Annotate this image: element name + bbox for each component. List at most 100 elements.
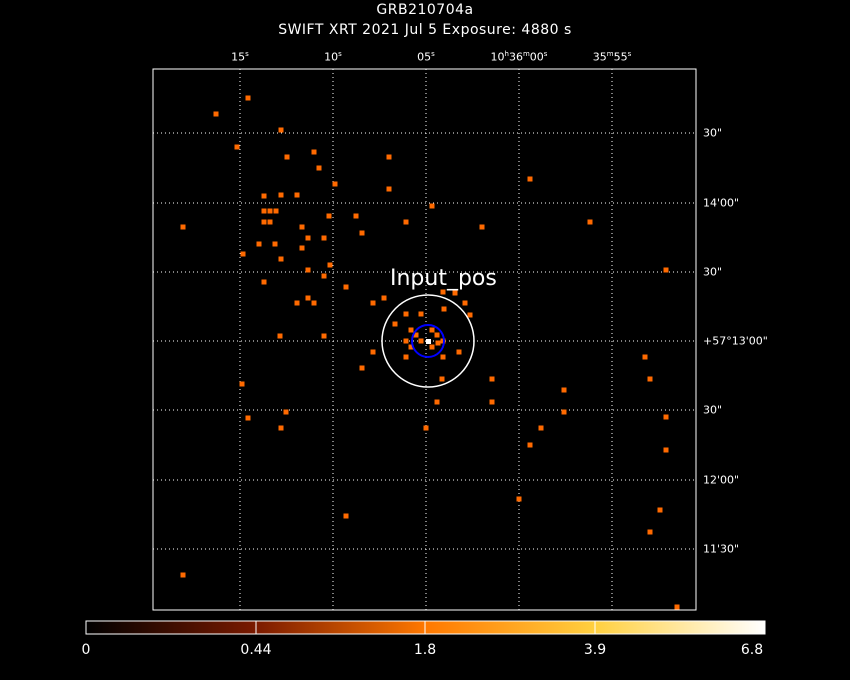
source-peak-pixel — [426, 339, 431, 344]
photon-pixel — [343, 284, 349, 290]
photon-pixel — [435, 340, 441, 346]
ra-tick-label: 15s — [231, 50, 249, 64]
photon-pixel — [261, 208, 267, 214]
photon-pixel — [647, 376, 653, 382]
photon-pixel — [332, 181, 338, 187]
photon-pixel — [434, 332, 440, 338]
photon-pixel — [245, 415, 251, 421]
coordinate-grid — [153, 69, 696, 610]
dec-tick-label: +57°13'00" — [703, 334, 768, 348]
photon-pixel — [261, 279, 267, 285]
photon-pixel — [370, 300, 376, 306]
photon-pixel — [284, 154, 290, 160]
colorbar-label: 3.9 — [583, 642, 607, 658]
photon-pixel — [434, 399, 440, 405]
photon-pixel — [538, 425, 544, 431]
image-title: GRB210704a — [376, 2, 474, 18]
input-pos-label: Input_pos — [390, 266, 497, 291]
photon-pixel — [440, 354, 446, 360]
photon-pixel — [527, 176, 533, 182]
colorbar-label: 1.8 — [413, 642, 437, 658]
photon-pixel — [408, 344, 414, 350]
error-circle — [411, 324, 445, 358]
photon-pixel — [429, 203, 435, 209]
photon-pixel — [294, 300, 300, 306]
photon-pixel — [423, 425, 429, 431]
photon-pixel — [403, 338, 409, 344]
photon-pixel — [299, 245, 305, 251]
dec-tick-label: 30" — [703, 126, 723, 140]
photon-pixel — [418, 338, 424, 344]
photon-pixel — [642, 354, 648, 360]
photon-pixel — [321, 235, 327, 241]
photon-pixel — [278, 256, 284, 262]
photon-pixel — [440, 289, 446, 295]
photon-pixel — [439, 376, 445, 382]
photon-pixel — [261, 193, 267, 199]
photon-pixel — [299, 224, 305, 230]
photon-pixel — [429, 344, 435, 350]
photon-pixel — [180, 572, 186, 578]
photon-pixel — [429, 327, 435, 333]
photon-pixel — [180, 224, 186, 230]
photon-pixel — [321, 273, 327, 279]
photon-pixel — [326, 213, 332, 219]
photon-pixel — [456, 349, 462, 355]
image-frame — [152, 68, 697, 611]
photon-pixel — [272, 241, 278, 247]
photon-pixel — [278, 425, 284, 431]
photon-pixel — [240, 251, 246, 257]
photon-pixel — [386, 186, 392, 192]
photon-pixel — [403, 311, 409, 317]
photon-pixel — [267, 208, 273, 214]
colorbar-label: 0.44 — [240, 642, 272, 658]
photon-pixel — [647, 529, 653, 535]
photon-pixel — [305, 295, 311, 301]
ra-tick-label: 35m55s — [592, 50, 632, 64]
photon-pixel — [386, 154, 392, 160]
ra-tick-label: 05s — [417, 50, 435, 64]
colorbar-label: 6.8 — [740, 642, 764, 658]
photon-pixel — [561, 409, 567, 415]
photon-pixel — [663, 447, 669, 453]
photon-pixel — [261, 219, 267, 225]
photon-pixel — [381, 295, 387, 301]
photon-pixel — [489, 399, 495, 405]
photon-pixel — [359, 230, 365, 236]
photon-pixel — [267, 219, 273, 225]
photon-pixel — [213, 111, 219, 117]
photon-pixel — [311, 149, 317, 155]
photon-pixel — [305, 235, 311, 241]
photon-pixel — [489, 376, 495, 382]
photon-pixel — [418, 311, 424, 317]
photon-events — [180, 95, 680, 610]
photon-pixel — [277, 333, 283, 339]
photon-pixel — [663, 414, 669, 420]
dec-tick-label: 12'00" — [703, 473, 740, 487]
photon-pixel — [413, 332, 419, 338]
photon-pixel — [321, 333, 327, 339]
photon-pixel — [403, 354, 409, 360]
photon-pixel — [479, 224, 485, 230]
photon-pixel — [343, 513, 349, 519]
dec-tick-label: 14'00" — [703, 196, 740, 210]
photon-pixel — [239, 381, 245, 387]
photon-pixel — [516, 496, 522, 502]
photon-pixel — [278, 127, 284, 133]
photon-pixel — [392, 321, 398, 327]
photon-pixel — [452, 290, 458, 296]
photon-pixel — [408, 327, 414, 333]
photon-pixel — [657, 507, 663, 513]
photon-pixel — [359, 365, 365, 371]
extraction-region-circle — [381, 294, 475, 388]
photon-pixel — [283, 409, 289, 415]
photon-pixel — [370, 349, 376, 355]
photon-pixel — [273, 208, 279, 214]
ra-tick-label: 10s — [324, 50, 342, 64]
photon-pixel — [441, 306, 447, 312]
photon-pixel — [527, 442, 533, 448]
photon-pixel — [561, 387, 567, 393]
dec-tick-label: 11'30" — [703, 542, 740, 556]
dec-tick-label: 30" — [703, 265, 723, 279]
